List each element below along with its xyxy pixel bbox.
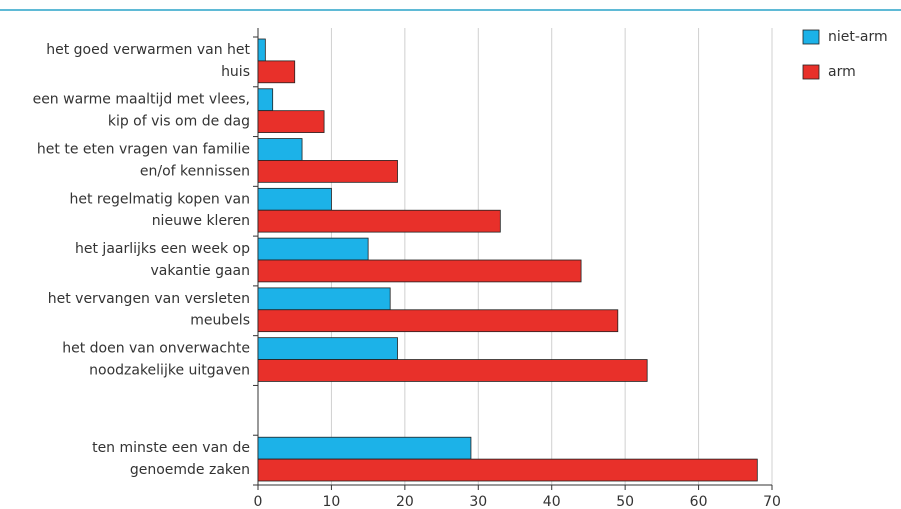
legend-swatch (802, 64, 820, 80)
bar (257, 237, 369, 261)
x-tick-label: 50 (616, 494, 634, 509)
y-tick-label: het vervangen van versleten (48, 291, 250, 307)
y-tick-label: vakantie gaan (150, 263, 250, 279)
bar (257, 436, 472, 460)
y-tick-label: het regelmatig kopen van (69, 191, 250, 207)
x-tick-label: 40 (543, 494, 561, 509)
y-tick-label: het te eten vragen van familie (37, 142, 250, 158)
y-tick-label: meubels (190, 313, 250, 329)
x-tick-label: 30 (469, 494, 487, 509)
y-tick-label: huis (221, 64, 250, 80)
legend-label: niet-arm (828, 29, 888, 45)
bar (257, 337, 398, 360)
y-tick-label: een warme maaltijd met vlees, (33, 92, 250, 108)
y-tick-label: het goed verwarmen van het (46, 42, 250, 58)
x-tick-label: 60 (690, 494, 708, 509)
x-tick-label: 20 (396, 494, 414, 509)
bar (257, 458, 758, 482)
legend-swatch (802, 29, 820, 45)
y-tick-label: en/of kennissen (140, 163, 250, 179)
bar (257, 359, 648, 382)
y-tick-label: het doen van onverwachte (62, 341, 250, 357)
bar (257, 209, 501, 233)
x-tick-label: 0 (254, 494, 263, 509)
y-tick-label: nieuwe kleren (152, 213, 250, 229)
bar (257, 259, 582, 283)
bar (257, 138, 303, 161)
y-tick-label: het jaarlijks een week op (75, 241, 250, 257)
bar (257, 160, 398, 183)
y-tick-label: ten minste een van de (92, 440, 250, 456)
bar (257, 38, 266, 62)
bar (257, 287, 391, 311)
x-tick-label: 70 (763, 494, 781, 509)
bar (257, 110, 325, 133)
y-tick-label: kip of vis om de dag (108, 114, 250, 130)
y-tick-label: noodzakelijke uitgaven (89, 363, 250, 379)
x-tick-label: 10 (323, 494, 341, 509)
bar (257, 309, 619, 333)
bar (257, 88, 274, 112)
bar (257, 187, 332, 211)
legend-label: arm (828, 64, 856, 80)
bar (257, 60, 296, 84)
y-tick-label: genoemde zaken (130, 462, 250, 478)
